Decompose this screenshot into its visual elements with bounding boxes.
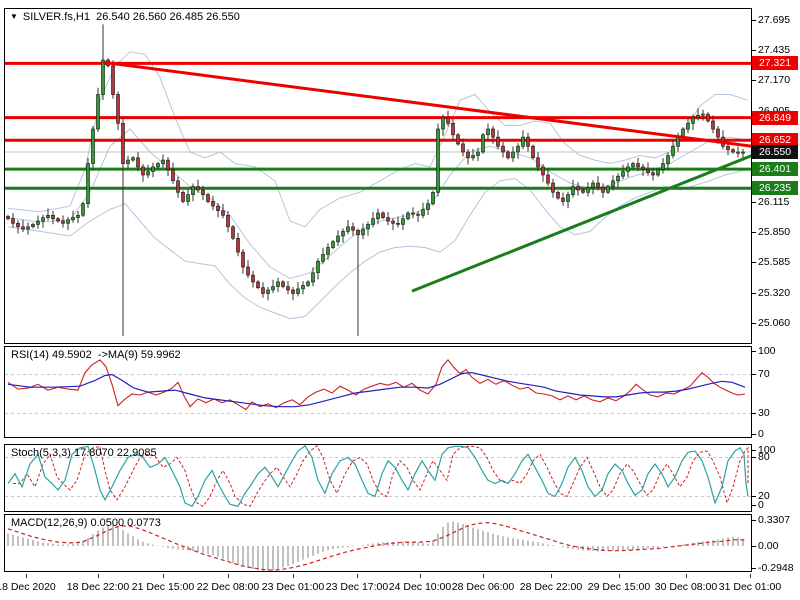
macd-tick-label: -0.2948 (758, 562, 794, 575)
stochastic-indicator-label: Stoch(5,3,3) 17.8070 22.9085 (11, 447, 157, 459)
price-level-badge: 26.652 (752, 133, 798, 148)
stoch-tick (752, 449, 756, 451)
price-tick-label: 27.435 (758, 43, 791, 56)
macd-tick-label: 0.3307 (758, 513, 791, 526)
rsi-tick-label: 70 (758, 368, 770, 380)
stochastic-canvas[interactable] (5, 445, 751, 511)
price-tick (752, 292, 756, 294)
time-tick-label: 23 Dec 01:00 (261, 581, 325, 593)
stochastic-panel[interactable]: Stoch(5,3,3) 17.8070 22.9085 (4, 444, 752, 512)
time-tick-label: 30 Dec 08:00 (654, 581, 718, 593)
rsi-panel[interactable]: RSI(14) 49.5902 ->MA(9) 59.9962 (4, 346, 752, 438)
time-tick-label: 22 Dec 08:00 (196, 581, 260, 593)
stoch-tick (752, 504, 756, 506)
price-level-badge: 26.235 (752, 181, 798, 196)
price-tick (752, 262, 756, 264)
time-tick-label: 23 Dec 17:00 (325, 581, 389, 593)
price-tick (752, 80, 756, 82)
time-tick (750, 574, 751, 578)
symbol-dropdown-icon[interactable]: ▼ (10, 12, 18, 21)
stoch-tick (752, 496, 756, 497)
time-tick-label: 24 Dec 10:00 (388, 581, 452, 593)
rsi-tick-label: 100 (758, 344, 776, 357)
price-tick-label: 27.170 (758, 74, 791, 87)
stoch-tick-label: 0 (758, 498, 764, 511)
time-tick (551, 574, 552, 578)
main-chart-panel[interactable] (4, 8, 752, 344)
main-chart-canvas[interactable] (5, 9, 751, 343)
time-tick (163, 574, 164, 578)
price-tick-label: 25.320 (758, 286, 791, 299)
time-tick-label: 18 Dec 2020 (0, 581, 56, 593)
time-tick-label: 28 Dec 22:00 (519, 581, 583, 593)
price-tick-label: 27.695 (758, 13, 791, 26)
rsi-indicator-label: RSI(14) 49.5902 ->MA(9) 59.9962 (11, 349, 181, 361)
macd-panel[interactable]: MACD(12,26,9) 0.0500 0.0773 (4, 514, 752, 572)
stoch-tick (752, 457, 756, 458)
macd-canvas[interactable] (5, 515, 751, 571)
price-level-badge: 26.550 (752, 145, 798, 159)
time-tick (357, 574, 358, 578)
symbol-ohlc-text: SILVER.fs,H1 26.540 26.560 26.485 26.550 (22, 11, 240, 23)
chart-title: ▼ SILVER.fs,H1 26.540 26.560 26.485 26.5… (10, 11, 240, 23)
time-tick (26, 574, 27, 578)
rsi-canvas[interactable] (5, 347, 751, 437)
rsi-tick-label: 0 (758, 427, 764, 440)
macd-tick (752, 545, 756, 547)
time-tick (619, 574, 620, 578)
time-tick-label: 18 Dec 22:00 (66, 581, 130, 593)
time-tick (228, 574, 229, 578)
rsi-tick-label: 30 (758, 407, 770, 419)
price-tick (752, 19, 756, 21)
time-tick (686, 574, 687, 578)
price-level-badge: 26.401 (752, 162, 798, 177)
price-level-badge: 26.849 (752, 110, 798, 125)
price-tick-label: 25.060 (758, 316, 791, 329)
time-tick-label: 29 Dec 15:00 (587, 581, 651, 593)
price-tick (752, 232, 756, 233)
rsi-tick (752, 374, 756, 375)
price-tick (752, 49, 756, 51)
price-level-badge: 27.321 (752, 56, 798, 71)
time-tick-label: 28 Dec 06:00 (451, 581, 515, 593)
rsi-tick (752, 413, 756, 414)
time-tick-label: 21 Dec 15:00 (131, 581, 195, 593)
time-tick-label: 31 Dec 01:00 (718, 581, 782, 593)
macd-tick-label: 0.00 (758, 539, 779, 552)
stoch-tick-label: 100 (758, 443, 776, 456)
rsi-tick (752, 350, 756, 352)
price-tick (752, 201, 756, 203)
stoch-tick-label: 20 (758, 490, 770, 502)
time-tick (98, 574, 99, 578)
time-tick (293, 574, 294, 578)
stoch-tick-label: 80 (758, 451, 770, 463)
price-tick-label: 26.115 (758, 195, 790, 208)
rsi-tick (752, 433, 756, 435)
macd-tick (752, 568, 756, 570)
time-tick (420, 574, 421, 578)
price-tick-label: 25.850 (758, 226, 791, 238)
price-tick (752, 322, 756, 324)
price-tick-label: 25.585 (758, 256, 791, 269)
time-tick (483, 574, 484, 578)
macd-indicator-label: MACD(12,26,9) 0.0500 0.0773 (11, 517, 161, 529)
macd-tick (752, 519, 756, 521)
